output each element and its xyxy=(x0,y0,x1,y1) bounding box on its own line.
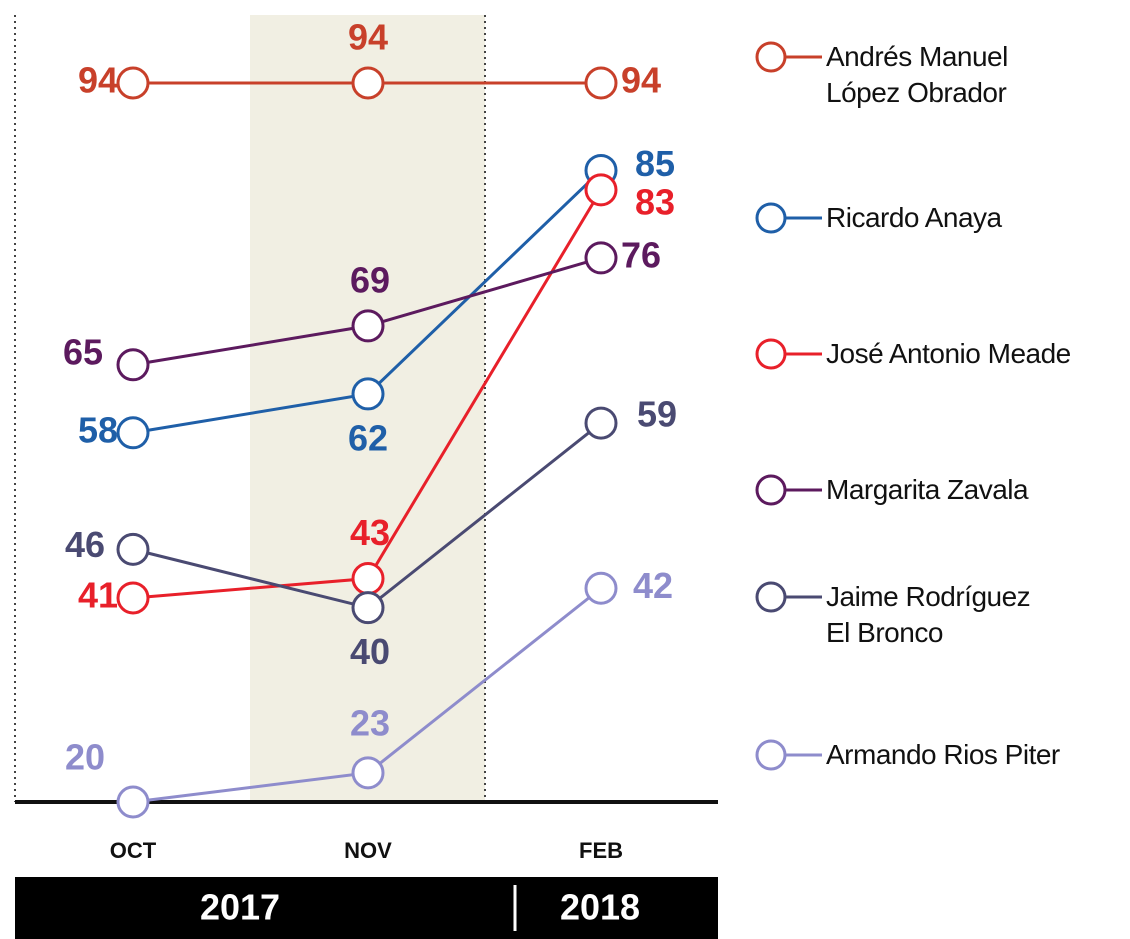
data-label: 65 xyxy=(63,331,103,372)
legend-label: Armando Rios Piter xyxy=(826,739,1060,770)
point xyxy=(351,562,385,596)
legend-marker xyxy=(755,581,787,613)
legend-marker xyxy=(755,739,787,771)
point xyxy=(116,416,150,450)
year-label: 2018 xyxy=(560,887,640,928)
point xyxy=(116,785,150,819)
point xyxy=(351,66,385,100)
point xyxy=(351,756,385,790)
data-label: 20 xyxy=(65,737,105,778)
x-tick-label: NOV xyxy=(344,838,392,863)
point xyxy=(116,66,150,100)
point xyxy=(116,348,150,382)
x-tick-label: OCT xyxy=(110,838,157,863)
data-label: 59 xyxy=(637,394,677,435)
data-label: 76 xyxy=(621,234,661,275)
data-label: 46 xyxy=(65,524,105,565)
point xyxy=(351,377,385,411)
data-label: 58 xyxy=(78,409,118,450)
data-label: 94 xyxy=(78,60,118,101)
legend-marker xyxy=(755,41,787,73)
data-label: 94 xyxy=(621,60,661,101)
point xyxy=(584,406,618,440)
data-label: 41 xyxy=(78,574,118,615)
point xyxy=(116,532,150,566)
data-label: 62 xyxy=(348,417,388,458)
point xyxy=(116,581,150,615)
data-label: 42 xyxy=(633,565,673,606)
legend-label: José Antonio Meade xyxy=(826,338,1071,369)
legend-marker xyxy=(755,474,787,506)
x-tick-label: FEB xyxy=(579,838,623,863)
legend-label: Jaime Rodríguez El Bronco xyxy=(826,581,1031,648)
data-label: 40 xyxy=(350,631,390,672)
point xyxy=(584,241,618,275)
data-label: 43 xyxy=(350,512,390,553)
data-label: 85 xyxy=(635,143,675,184)
legend-label: Andrés Manuel López Obrador xyxy=(826,41,1008,108)
legend-marker xyxy=(755,338,787,370)
data-label: 94 xyxy=(348,17,388,58)
year-bar xyxy=(15,877,718,939)
data-label: 69 xyxy=(350,259,390,300)
legend-label: Ricardo Anaya xyxy=(826,202,1002,233)
year-label: 2017 xyxy=(200,887,280,928)
point xyxy=(584,173,618,207)
legend-label: Margarita Zavala xyxy=(826,474,1029,505)
data-label: 83 xyxy=(635,181,675,222)
data-label: 23 xyxy=(350,702,390,743)
point xyxy=(351,591,385,625)
point xyxy=(584,571,618,605)
legend-marker xyxy=(755,202,787,234)
point xyxy=(351,309,385,343)
point xyxy=(584,66,618,100)
